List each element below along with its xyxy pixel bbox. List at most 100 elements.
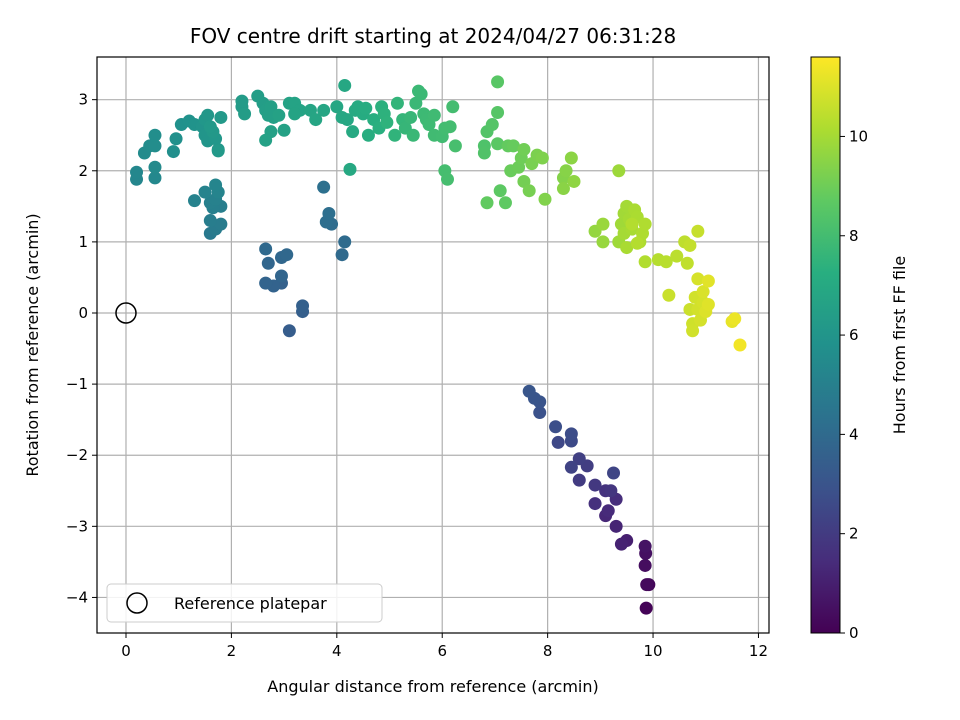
scatter-point [491,137,505,151]
chart-title: FOV centre drift starting at 2024/04/27 … [190,24,676,48]
scatter-point [259,276,273,290]
scatter-point [612,164,626,178]
scatter-point [696,285,710,299]
scatter-points [130,75,747,615]
scatter-point [148,171,162,185]
scatter-point [148,128,162,142]
colorbar-tick-label: 8 [849,227,859,245]
scatter-point [169,132,183,146]
x-tick-label: 8 [543,642,553,660]
scatter-point [414,87,428,101]
colorbar-ticks: 0 2 4 6 8 10 [840,127,868,642]
scatter-point [477,146,491,160]
scatter-point [596,235,610,249]
scatter-point [639,601,653,615]
colorbar-tick-label: 4 [849,425,859,443]
x-tick-label: 12 [749,642,768,660]
scatter-point [443,120,457,134]
y-tick-label: 1 [78,233,88,251]
scatter-point [670,249,684,263]
scatter-point [493,184,507,198]
colorbar-tick-label: 10 [849,127,868,145]
scatter-point [733,338,747,352]
scatter-point [390,96,404,110]
scatter-point [701,274,715,288]
scatter-point [446,100,460,114]
scatter-point [406,128,420,142]
scatter-point [330,100,344,114]
scatter-point [564,151,578,165]
scatter-point [549,420,563,434]
scatter-point [427,108,441,122]
x-axis-ticks: 0 2 4 6 8 10 12 [121,633,768,660]
scatter-point [440,172,454,186]
scatter-point [701,297,715,311]
scatter-point [538,192,552,206]
scatter-point [380,115,394,129]
y-tick-label: −4 [66,588,88,606]
scatter-point [506,139,520,153]
scatter-point [335,248,349,262]
scatter-point [691,224,705,238]
x-tick-label: 4 [332,642,342,660]
scatter-point [166,145,180,159]
scatter-point [259,133,273,147]
scatter-point [288,107,302,121]
scatter-point [203,214,217,228]
scatter-point [277,123,291,137]
y-tick-label: −1 [66,375,88,393]
scatter-point [272,108,286,122]
y-tick-label: −2 [66,446,88,464]
scatter-point [662,288,676,302]
x-axis-label: Angular distance from reference (arcmin) [267,677,598,696]
y-tick-label: 3 [78,91,88,109]
scatter-point [572,452,586,466]
scatter-point [280,248,294,262]
colorbar-tick-label: 6 [849,326,859,344]
scatter-point [282,324,296,338]
scatter-point [448,139,462,153]
plot-frame [96,56,770,634]
scatter-point [148,160,162,174]
x-tick-label: 0 [121,642,131,660]
scatter-point [680,256,694,270]
scatter-point [388,128,402,142]
scatter-point [309,113,323,127]
x-tick-label: 6 [437,642,447,660]
scatter-point [588,478,602,492]
scatter-point [638,217,652,231]
colorbar-tick-label: 0 [849,624,859,642]
scatter-point [609,519,623,533]
scatter-point [691,272,705,286]
scatter-point [630,236,644,250]
scatter-point [317,103,331,117]
scatter-point [340,113,354,127]
scatter-point [588,497,602,511]
scatter-point [596,217,610,231]
scatter-point [517,142,531,156]
colorbar-label: Hours from first FF file [890,256,909,435]
scatter-point [322,206,336,220]
scatter-point [614,537,628,551]
scatter-point [638,255,652,269]
y-tick-label: 2 [78,162,88,180]
scatter-point [491,105,505,119]
scatter-point [214,217,228,231]
legend-box [106,583,383,623]
scatter-point [604,484,618,498]
scatter-point [343,162,357,176]
scatter-point [620,241,634,255]
scatter-point [551,435,565,449]
colorbar-tick-label: 2 [849,525,859,543]
y-tick-label: −3 [66,517,88,535]
scatter-point [346,125,360,139]
scatter-point [607,466,621,480]
scatter-point [359,101,373,115]
scatter-point [638,558,652,572]
scatter-point [522,184,536,198]
scatter-point [203,120,217,134]
x-tick-label: 10 [644,642,663,660]
scatter-point [686,324,700,338]
scatter-point [640,578,654,592]
